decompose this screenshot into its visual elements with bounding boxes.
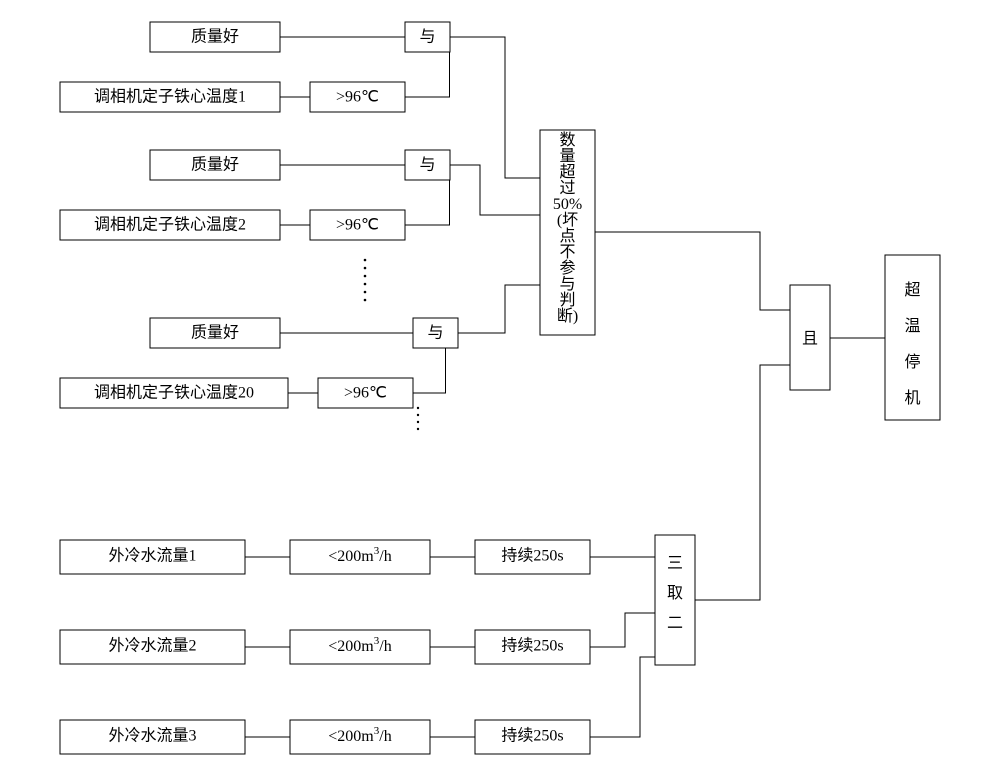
count-line-9: 与 [559,275,575,293]
ellipsis-dot-small [417,414,419,416]
logic-flow-diagram: 质量好调相机定子铁心温度1>96℃与质量好调相机定子铁心温度2>96℃与质量好调… [0,0,1000,777]
count-line-4: 50% [553,196,582,213]
ellipsis-dot-small [417,428,419,430]
flow-src-label-0: 外冷水流量1 [108,547,196,565]
two-of-three-line-1: 取 [667,585,683,602]
ellipsis-dot [364,283,367,286]
flow-th-label-0: <200m3/h [328,545,391,565]
ellipsis-dot [364,275,367,278]
quality-label-1: 质量好 [191,156,239,174]
count-line-2: 超 [559,163,575,181]
flow-src-label-1: 外冷水流量2 [108,637,196,655]
count-to-andfinal [595,232,790,310]
flow-dur-label-0: 持续250s [501,547,563,565]
ellipsis-dot-small [417,421,419,423]
temp-source-label-2: 调相机定子铁心温度20 [94,384,254,402]
result-line-0: 超 [904,281,920,299]
count-line-7: 不 [559,244,575,261]
flow-dur-label-2: 持续250s [501,727,563,745]
temp-thresh-label-0: >96℃ [336,89,379,106]
result-line-3: 机 [904,389,920,407]
count-line-5: (坏 [557,211,578,229]
two-of-three-line-2: 二 [667,615,683,632]
th-to-and-0 [405,52,450,97]
and-label-2: 与 [427,324,443,342]
ellipsis-dot [364,259,367,262]
temp-thresh-label-2: >96℃ [344,385,387,402]
result-line-1: 温 [904,317,920,335]
result-line-2: 停 [904,353,920,371]
and-final-label: 且 [802,331,818,348]
dur1-to-2of3 [590,613,655,647]
flow-src-label-2: 外冷水流量3 [108,727,196,745]
two-of-three-line-0: 三 [667,555,683,572]
temp-thresh-label-1: >96℃ [336,217,379,234]
count-line-10: 判 [559,291,575,309]
flow-th-label-1: <200m3/h [328,635,391,655]
quality-label-2: 质量好 [191,324,239,342]
ellipsis-dot-small [417,407,419,409]
2of3-to-andfinal [695,365,790,600]
and-label-0: 与 [419,28,435,46]
and-out-0 [450,37,540,178]
and-out-1 [450,165,540,215]
temp-source-label-0: 调相机定子铁心温度1 [94,88,246,106]
and-out-2 [458,285,540,333]
th-to-and-2 [413,348,446,393]
count-line-3: 过 [559,179,575,197]
flow-th-label-2: <200m3/h [328,725,391,745]
flow-dur-label-1: 持续250s [501,637,563,655]
temp-source-label-1: 调相机定子铁心温度2 [94,216,246,234]
ellipsis-dot [364,299,367,302]
count-line-11: 断) [557,307,578,325]
th-to-and-1 [405,180,450,225]
ellipsis-dot [364,267,367,270]
count-line-6: 点 [559,227,575,245]
count-line-8: 参 [559,259,575,277]
quality-label-0: 质量好 [191,28,239,46]
dur2-to-2of3 [590,657,655,737]
count-line-1: 量 [559,148,575,165]
and-label-1: 与 [419,156,435,174]
count-line-0: 数 [559,131,575,149]
ellipsis-dot [364,291,367,294]
